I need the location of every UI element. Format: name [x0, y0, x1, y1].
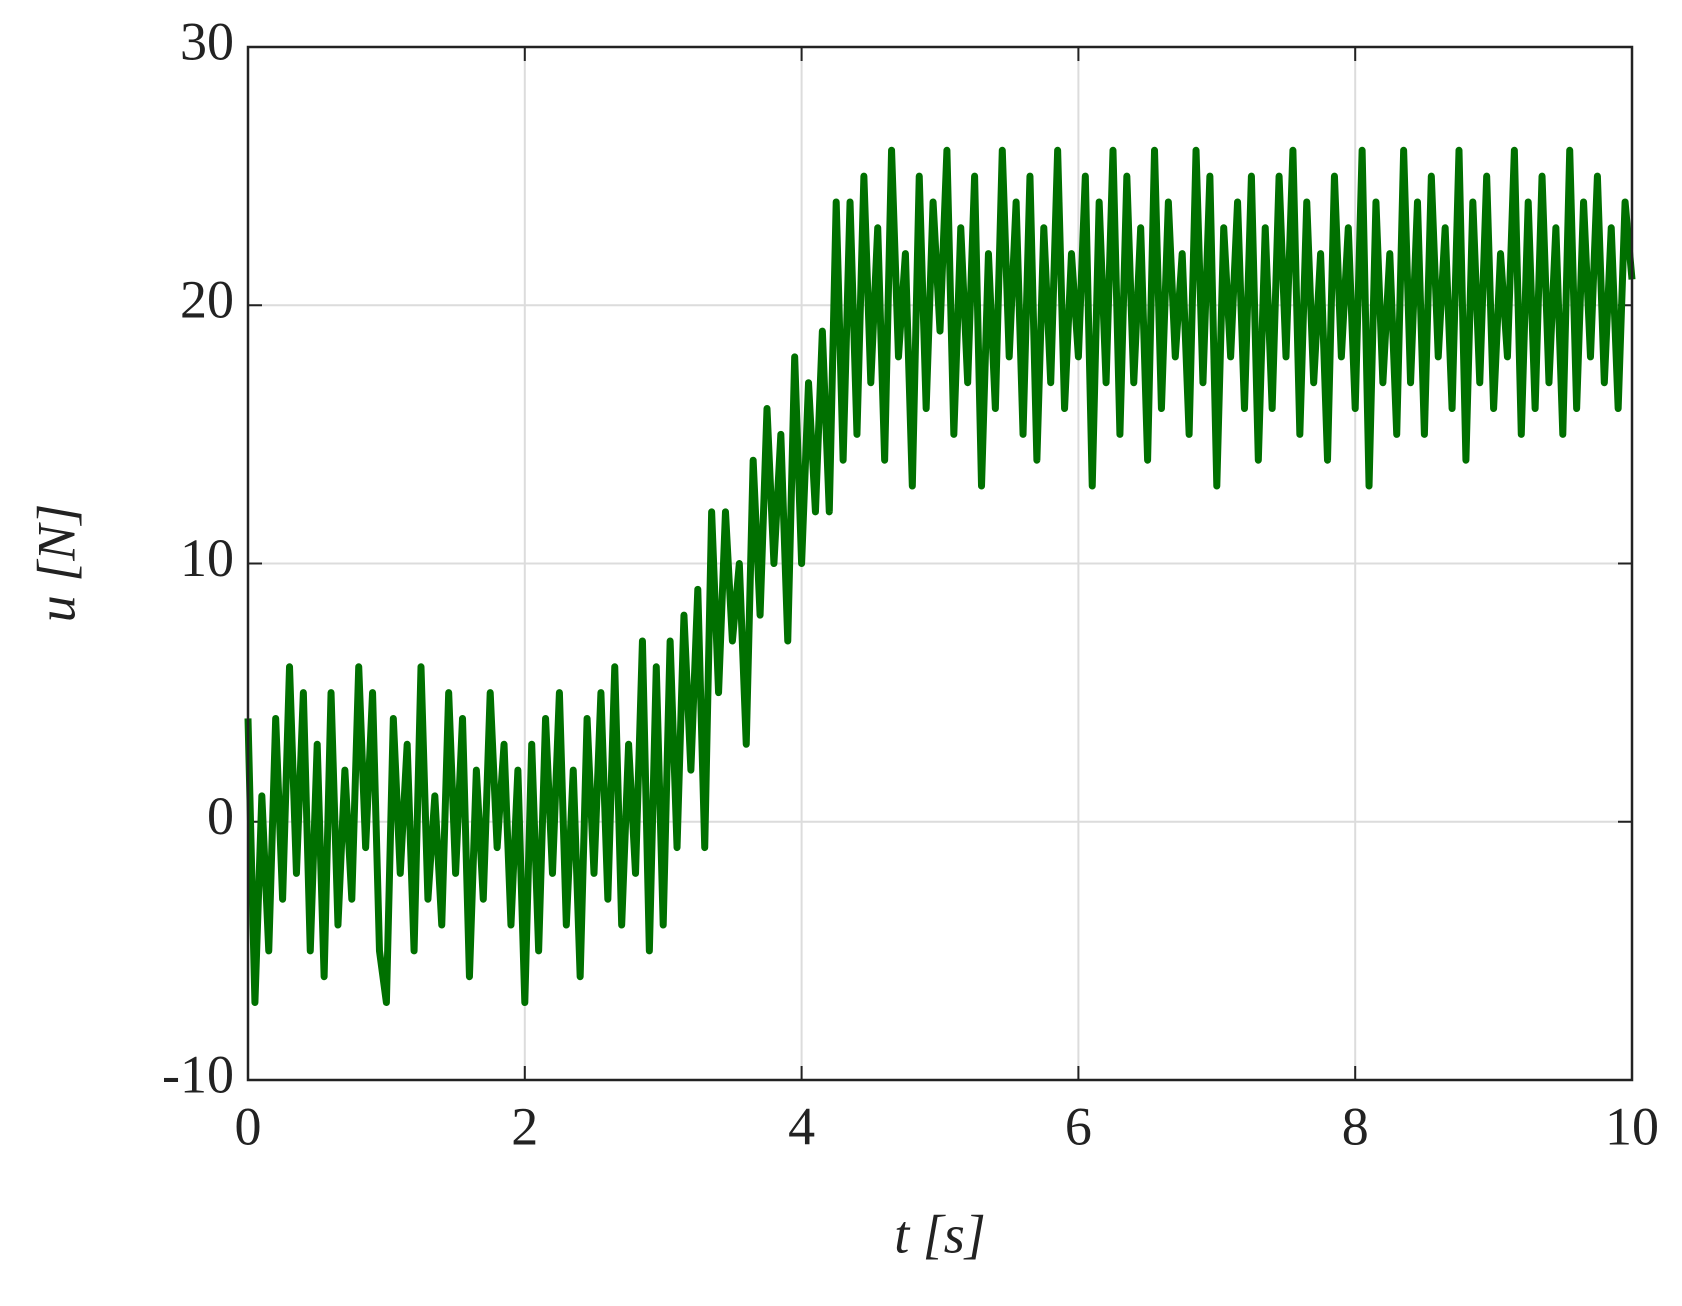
- data-line: [244, 146, 1636, 1007]
- x-axis-label: t [s]: [894, 1204, 986, 1264]
- x-tick-label: 0: [235, 1096, 262, 1156]
- x-tick-label: 6: [1065, 1096, 1092, 1156]
- y-tick-label: -10: [162, 1044, 234, 1104]
- y-axis-label: u [N]: [26, 504, 86, 623]
- y-tick-label: 30: [180, 11, 234, 71]
- x-tick-label: 4: [788, 1096, 815, 1156]
- y-tick-label: 20: [180, 270, 234, 330]
- plot-frame: [246, 45, 1634, 1082]
- y-tick-label: 10: [180, 528, 234, 588]
- x-tick-label: 10: [1605, 1096, 1659, 1156]
- x-tick-label: 8: [1342, 1096, 1369, 1156]
- y-tick-label: 0: [207, 786, 234, 846]
- x-tick-label: 2: [511, 1096, 538, 1156]
